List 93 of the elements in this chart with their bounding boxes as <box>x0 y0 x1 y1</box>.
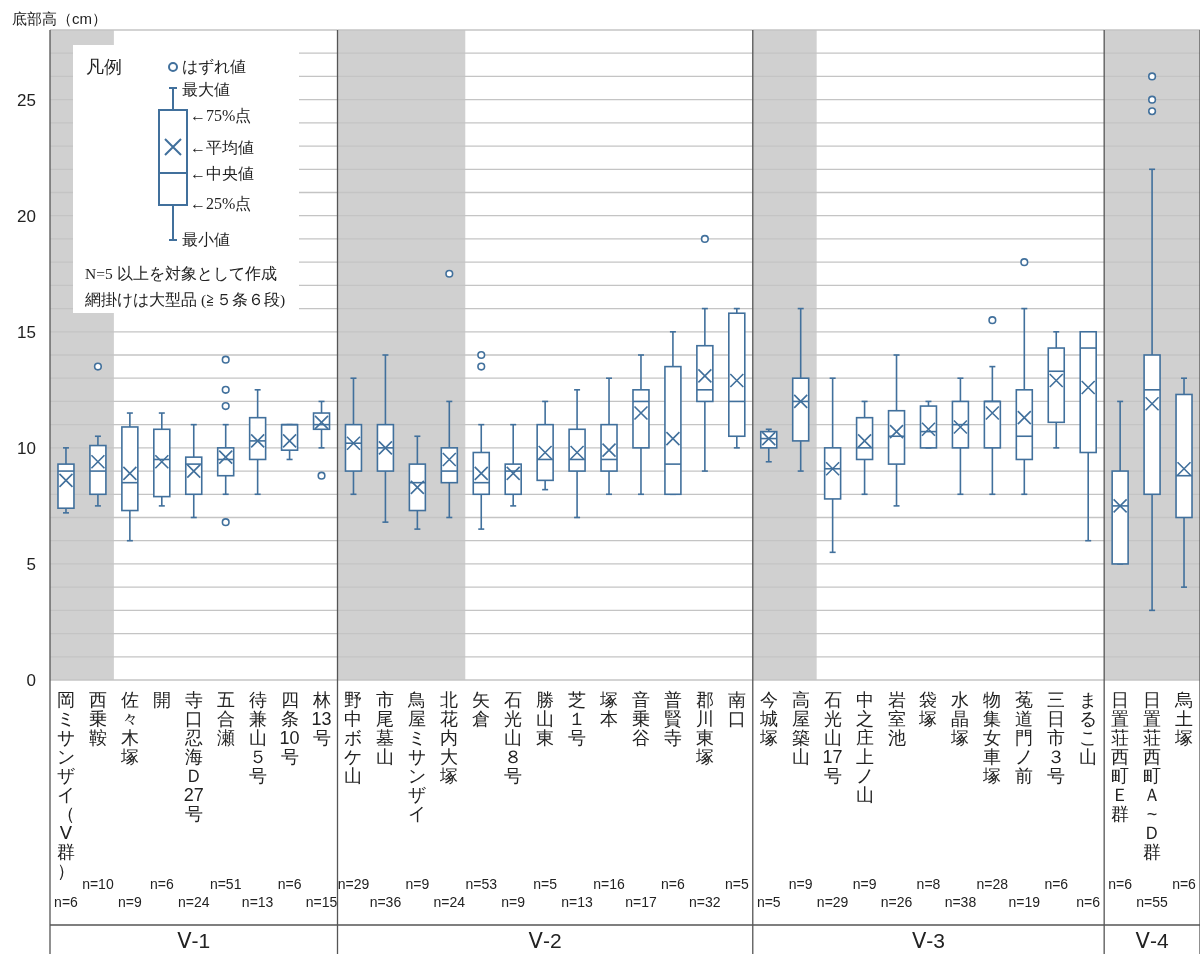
text: n=10 <box>82 876 114 892</box>
annotation: はずれ値 <box>182 58 246 76</box>
y-tick-label: 0 <box>26 671 36 690</box>
x-tick-label: 西乗鞍 <box>88 690 107 748</box>
text: n=24 <box>177 894 210 910</box>
text: n=9 <box>788 876 813 892</box>
x-tick-label: 菟道門ノ前 <box>1015 690 1034 786</box>
text: n=6 <box>661 876 685 892</box>
x-tick-label: 市尾墓山 <box>376 690 395 767</box>
text: n=6 <box>149 876 174 892</box>
x-tick-label: 石光山17号 <box>822 690 843 786</box>
text: n=26 <box>880 894 913 910</box>
text: n=6 <box>277 876 302 892</box>
text: n=9 <box>405 876 430 892</box>
text: n=38 <box>944 894 977 910</box>
text: n=8 <box>916 876 941 892</box>
text: n=51 <box>209 876 242 892</box>
category-label: 日置荘西町Ａ~Ｄ群 <box>1143 690 1162 862</box>
text: n=6 <box>1044 876 1069 892</box>
text: n=36 <box>369 894 402 910</box>
text: n=6 <box>54 894 79 910</box>
y-tick-label: 25 <box>17 90 36 110</box>
y-tick-label: 5 <box>26 554 36 574</box>
text: n=6 <box>1076 894 1101 910</box>
x-tick-label: 四条10号 <box>279 690 300 767</box>
annotation: ←25%点 <box>190 195 252 212</box>
text: n=19 <box>1008 894 1041 910</box>
x-tick-label: 普賢寺 <box>663 690 682 748</box>
x-tick-label: 三日市３号 <box>1047 690 1066 786</box>
x-tick-label: 日置荘西町Ｅ群 <box>1111 690 1130 824</box>
x-tick-label: まるこ山 <box>1079 690 1098 767</box>
annotation: 網掛けは大型品 (≧５条６段) <box>84 291 286 309</box>
text: n=5 <box>756 894 781 910</box>
annotation: 最大値 <box>182 81 230 98</box>
y-axis-title: 底部高（cm） <box>12 10 107 27</box>
x-tick-label: 五合瀬 <box>216 690 235 748</box>
annotation: ←中央値 <box>190 165 254 182</box>
text: n=9 <box>501 894 526 910</box>
x-tick-label: 矢倉 <box>472 690 491 729</box>
text: n=55 <box>1136 894 1169 910</box>
text: n=13 <box>241 894 274 910</box>
text: n=29 <box>816 894 849 910</box>
text: n=32 <box>689 894 721 910</box>
x-tick-label: 塚本 <box>599 690 619 729</box>
y-tick-label: 20 <box>17 206 36 226</box>
text: n=5 <box>533 876 558 892</box>
x-axis-title: Ⅴ-3 <box>911 929 945 952</box>
y-tick-label: 15 <box>17 322 36 342</box>
x-tick-label: 寺口忍海Ｄ27号 <box>183 690 204 824</box>
text: n=24 <box>433 894 466 910</box>
text: n=15 <box>305 894 338 910</box>
x-axis-title: Ⅴ-1 <box>177 929 211 952</box>
annotation: ←平均値 <box>190 139 254 156</box>
x-tick-label: 烏土塚 <box>1174 690 1194 748</box>
x-tick-label: 南口 <box>727 690 746 729</box>
text: n=13 <box>561 894 594 910</box>
text: n=5 <box>724 876 749 892</box>
x-tick-label: 高屋築山 <box>791 690 810 767</box>
x-tick-label: 林13号 <box>311 690 332 748</box>
text: n=6 <box>1108 876 1133 892</box>
x-tick-label: 郡川東塚 <box>694 690 714 767</box>
annotation: 最小値 <box>182 231 230 248</box>
x-tick-label: 芝１号 <box>568 690 587 748</box>
x-tick-label: 袋塚 <box>918 690 938 729</box>
text: n=16 <box>593 876 625 892</box>
y-tick-label: 10 <box>17 438 36 458</box>
text: n=17 <box>625 894 657 910</box>
x-tick-label: 石光山８号 <box>504 690 523 786</box>
x-tick-label: 鳥屋ミサンザイ <box>407 690 427 824</box>
x-axis-title: Ⅴ-4 <box>1135 929 1169 952</box>
x-tick-label: 今城塚 <box>758 690 778 748</box>
x-tick-label: 北花内大塚 <box>439 690 459 786</box>
text: n=9 <box>117 894 142 910</box>
x-tick-label: 岩室池 <box>887 690 906 748</box>
x-tick-label: 中之庄上ノ山 <box>855 690 874 805</box>
x-tick-label: 勝山東 <box>536 690 555 748</box>
annotation: ←75%点 <box>190 107 252 124</box>
annotation: N=5 以上を対象として作成 <box>85 265 277 282</box>
x-tick-label: 水晶塚 <box>950 690 970 748</box>
x-tick-label: 待兼山５号 <box>248 690 267 786</box>
x-tick-label: 野中ボケ山 <box>344 690 363 786</box>
text: n=29 <box>337 876 370 892</box>
x-tick-label: 物集女車塚 <box>982 690 1002 786</box>
text: n=9 <box>852 876 877 892</box>
x-axis-title: Ⅴ-2 <box>528 929 562 952</box>
x-tick-label: 開 <box>152 690 171 710</box>
x-tick-label: 音乗谷 <box>631 690 650 748</box>
text: n=6 <box>1172 876 1197 892</box>
text: n=53 <box>465 876 498 892</box>
category-label: 岡ミサンザイ（Ⅴ群） <box>56 690 75 881</box>
x-tick-label: 佐々木塚 <box>119 690 139 767</box>
text: n=28 <box>976 876 1009 892</box>
legend-title: 凡例 <box>86 57 122 77</box>
